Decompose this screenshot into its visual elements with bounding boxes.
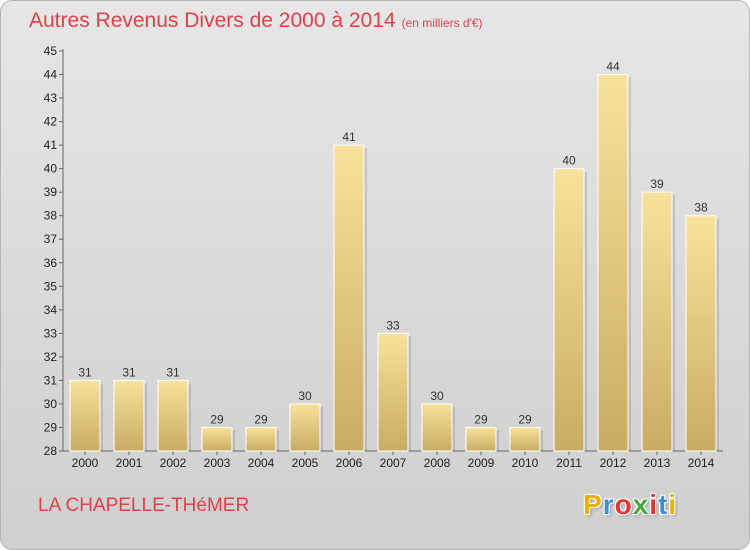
bar-2013 (641, 191, 673, 452)
logo-letter: t (658, 489, 669, 520)
y-tick-label: 41 (44, 138, 58, 152)
x-tick-label: 2006 (336, 456, 363, 470)
logo-letter: x (632, 489, 650, 520)
y-tick-label: 35 (44, 279, 58, 293)
bar-2010 (509, 426, 541, 452)
bar-2002 (157, 379, 189, 452)
x-tick-label: 2013 (644, 456, 671, 470)
bar-2012 (597, 74, 629, 452)
bar-value-label: 29 (518, 412, 532, 426)
y-tick-label: 36 (44, 256, 58, 270)
y-tick-label: 37 (44, 232, 58, 246)
x-tick-label: 2003 (204, 456, 231, 470)
bar-value-label: 31 (122, 365, 136, 379)
x-tick-label: 2001 (116, 456, 143, 470)
x-tick-label: 2012 (600, 456, 627, 470)
y-tick-label: 30 (44, 397, 58, 411)
bar-value-label: 39 (650, 177, 664, 191)
y-tick-label: 38 (44, 209, 58, 223)
logo-letter: i (668, 489, 678, 520)
bar-2006 (333, 144, 365, 452)
x-tick-label: 2009 (468, 456, 495, 470)
y-tick-label: 45 (44, 44, 58, 58)
y-tick-label: 28 (44, 444, 58, 458)
bar-value-label: 38 (694, 201, 708, 215)
x-tick-label: 2000 (72, 456, 99, 470)
bar-value-label: 30 (430, 389, 444, 403)
bar-2014 (685, 215, 717, 452)
location-label: LA CHAPELLE-THéMER (38, 495, 250, 516)
y-tick-label: 31 (44, 373, 58, 387)
bar-2005 (289, 403, 321, 452)
y-axis: 28 29 30 31 32 33 34 35 36 37 38 39 40 41 42 43 44 45 (44, 44, 64, 458)
y-tick-label: 43 (44, 91, 58, 105)
x-tick-label: 2014 (688, 456, 715, 470)
bar-value-label: 30 (298, 389, 312, 403)
y-tick-label: 42 (44, 115, 58, 129)
x-tick-label: 2004 (248, 456, 275, 470)
y-tick-label: 34 (44, 303, 58, 317)
logo-letter: o (614, 489, 633, 520)
bar-value-label: 40 (562, 154, 576, 168)
x-tick-label: 2011 (556, 456, 582, 470)
chart-title: Autres Revenus Divers de 2000 à 2014 (en … (29, 9, 483, 33)
bar-value-label: 29 (210, 412, 224, 426)
proxiti-logo: Proxiti (583, 489, 677, 521)
y-tick-label: 40 (44, 162, 58, 176)
y-tick-label: 29 (44, 420, 58, 434)
bar-2007 (377, 332, 409, 452)
bar-value-label: 29 (474, 412, 488, 426)
bar-value-label: 33 (386, 318, 400, 332)
y-tick-label: 39 (44, 185, 58, 199)
x-tick-label: 2002 (160, 456, 187, 470)
x-tick-label: 2010 (512, 456, 539, 470)
x-tick-label: 2007 (380, 456, 407, 470)
bar-2008 (421, 403, 453, 452)
logo-letter: r (602, 489, 615, 520)
bar-2001 (113, 379, 145, 452)
y-tick-label: 44 (44, 68, 58, 82)
x-tick-label: 2008 (424, 456, 451, 470)
bar-value-label: 31 (166, 365, 180, 379)
logo-letter: i (649, 489, 659, 520)
x-axis: 2000 2001 2002 2003 2004 2005 2006 2007 2008 2009… (63, 450, 723, 470)
chart-unit: (en milliers d'€) (401, 16, 483, 30)
chart-title-text: Autres Revenus Divers de 2000 à 2014 (29, 9, 396, 32)
logo-letter: P (583, 489, 603, 520)
bar-value-label: 29 (254, 412, 268, 426)
bar-2011 (553, 168, 585, 452)
bars: 31 31 31 29 29 30 41 33 30 29 29 40 44 39 38 (69, 60, 719, 452)
bar-2003 (201, 426, 233, 452)
bar-2004 (245, 426, 277, 452)
bar-2009 (465, 426, 497, 452)
bar-value-label: 31 (78, 365, 92, 379)
bar-2000 (69, 379, 101, 452)
y-tick-label: 32 (44, 350, 58, 364)
x-tick-label: 2005 (292, 456, 319, 470)
y-tick-label: 33 (44, 326, 58, 340)
bar-value-label: 41 (342, 130, 356, 144)
bar-value-label: 44 (606, 60, 620, 74)
